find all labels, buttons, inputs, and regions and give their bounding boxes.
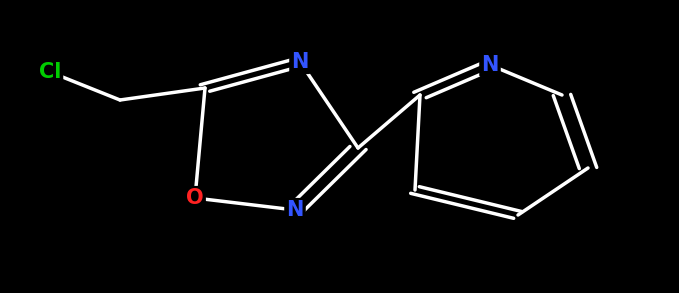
Text: N: N	[481, 55, 498, 75]
Text: N: N	[291, 52, 309, 72]
Text: Cl: Cl	[39, 62, 61, 82]
Text: N: N	[287, 200, 304, 220]
Text: O: O	[186, 188, 204, 208]
